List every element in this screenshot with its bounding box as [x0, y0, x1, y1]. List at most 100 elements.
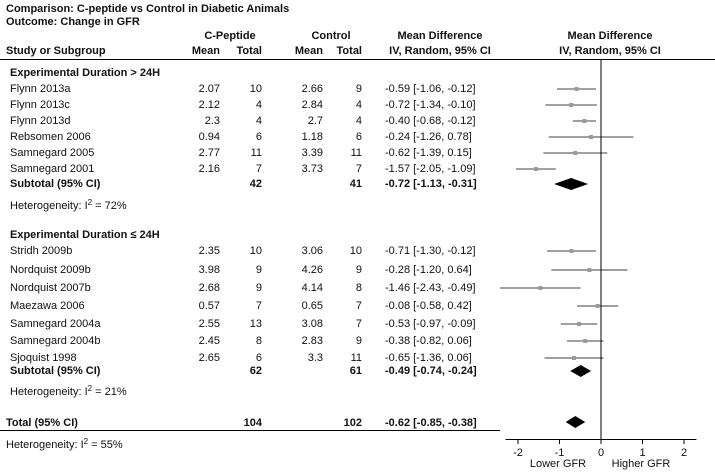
- col-study-header: Study or Subgroup: [6, 45, 106, 57]
- heterogeneity: Heterogeneity: I2 = 55%: [6, 435, 123, 452]
- study-name: Samnegard 2001: [10, 163, 95, 175]
- mean-2: 2.66: [301, 83, 323, 95]
- point-estimate: [577, 322, 582, 326]
- mean-difference-ci: -0.62 [-1.39, 0.15]: [385, 147, 472, 159]
- total-2: 6: [355, 131, 362, 143]
- subtotal-ci: -0.49 [-0.74, -0.24]: [385, 365, 477, 377]
- total-2: 9: [355, 264, 362, 276]
- outcome-title: Outcome: Change in GFR: [6, 16, 140, 28]
- axis-left-label: Lower GFR: [529, 458, 587, 470]
- point-estimate: [587, 268, 592, 272]
- study-name: Maezawa 2006: [10, 300, 85, 312]
- study-name: Stridh 2009b: [10, 245, 73, 257]
- total-1: 6: [255, 131, 262, 143]
- mean-difference-ci: -0.40 [-0.68, -0.12]: [385, 115, 476, 127]
- total-2: 7: [355, 300, 362, 312]
- total-2: 11: [350, 147, 362, 159]
- study-name: Samnegard 2005: [10, 147, 95, 159]
- subgroup-title: Experimental Duration ≤ 24H: [10, 229, 160, 241]
- md-column-sub: IV, Random, 95% CI: [389, 45, 491, 57]
- point-estimate: [533, 167, 538, 171]
- mean-difference-ci: -0.08 [-0.58, 0.42]: [385, 300, 472, 312]
- study-name: Sjoquist 1998: [10, 352, 77, 364]
- subtotal-total-2: 61: [349, 365, 362, 377]
- mean-1: 2.16: [198, 163, 220, 175]
- subtotal-label: Subtotal (95% CI): [10, 178, 101, 190]
- point-estimate: [573, 151, 578, 155]
- x-tick-label: -1: [555, 447, 565, 459]
- point-estimate: [574, 87, 579, 91]
- total-2: 10: [349, 245, 362, 257]
- x-tick-label: 2: [681, 447, 687, 459]
- mean-2: 2.83: [301, 335, 323, 347]
- group1-header: C-Peptide: [204, 30, 256, 42]
- heterogeneity-prefix: Heterogeneity: I: [10, 200, 88, 212]
- total-2: 4: [355, 99, 362, 111]
- col-total1-header: Total: [236, 45, 262, 57]
- col-mean1-header: Mean: [191, 45, 220, 57]
- mean-difference-ci: -0.59 [-1.06, -0.12]: [385, 83, 476, 95]
- total-2: 4: [355, 115, 362, 127]
- total-1: 13: [249, 318, 262, 330]
- x-tick-label: 1: [639, 447, 645, 459]
- axis-right-label: Higher GFR: [611, 458, 671, 470]
- heterogeneity-value: = 21%: [92, 386, 127, 398]
- mean-2: 3.39: [301, 147, 323, 159]
- mean-2: 2.7: [307, 115, 323, 127]
- mean-2: 3.06: [301, 245, 323, 257]
- subtotal-total-1: 42: [249, 178, 262, 190]
- total-1: 9: [255, 282, 262, 294]
- total-2: 7: [355, 318, 362, 330]
- col-total2-header: Total: [336, 45, 362, 57]
- point-estimate: [569, 103, 574, 107]
- point-estimate: [589, 135, 594, 139]
- total-total-2: 102: [343, 417, 362, 429]
- mean-difference-ci: -1.57 [-2.05, -1.09]: [385, 163, 476, 175]
- plot-subtitle: IV, Random, 95% CI: [559, 45, 661, 57]
- heterogeneity-sup: 2: [87, 384, 93, 393]
- total-1: 4: [255, 99, 262, 111]
- mean-difference-ci: -0.71 [-1.30, -0.12]: [385, 245, 476, 257]
- mean-2: 3.3: [307, 352, 323, 364]
- total-2: 7: [355, 163, 362, 175]
- subtotal-label: Subtotal (95% CI): [10, 365, 101, 377]
- point-estimate: [538, 286, 543, 290]
- total-1: 9: [255, 264, 262, 276]
- summary-diamond: [570, 365, 592, 377]
- point-estimate: [572, 356, 577, 360]
- heterogeneity-value: = 55%: [88, 439, 123, 451]
- mean-1: 2.3: [204, 115, 220, 127]
- study-name: Samnegard 2004a: [10, 318, 101, 330]
- summary-diamond: [554, 178, 589, 190]
- group2-header: Control: [311, 30, 351, 42]
- col-mean2-header: Mean: [294, 45, 323, 57]
- total-1: 6: [255, 352, 262, 364]
- total-1: 8: [255, 335, 262, 347]
- total-ci: -0.62 [-0.85, -0.38]: [385, 417, 477, 429]
- subtotal-total-1: 62: [249, 365, 262, 377]
- mean-2: 2.84: [301, 99, 323, 111]
- mean-difference-ci: -0.65 [-1.36, 0.06]: [385, 352, 472, 364]
- point-estimate: [569, 249, 574, 253]
- total-1: 7: [255, 163, 262, 175]
- heterogeneity-sup: 2: [83, 437, 89, 446]
- mean-difference-ci: -0.53 [-0.97, -0.09]: [385, 318, 476, 330]
- mean-1: 2.07: [198, 83, 220, 95]
- x-tick-label: -2: [513, 447, 523, 459]
- study-name: Rebsomen 2006: [10, 131, 91, 143]
- mean-2: 4.26: [301, 264, 323, 276]
- total-1: 4: [255, 115, 262, 127]
- study-name: Nordquist 2007b: [10, 282, 91, 294]
- total-2: 9: [355, 335, 362, 347]
- subgroup-title: Experimental Duration > 24H: [10, 67, 161, 79]
- heterogeneity-prefix: Heterogeneity: I: [6, 439, 84, 451]
- mean-1: 3.98: [198, 264, 220, 276]
- heterogeneity: Heterogeneity: I2 = 21%: [10, 382, 127, 399]
- x-tick-label: 0: [598, 447, 604, 459]
- mean-2: 0.65: [301, 300, 323, 312]
- subtotal-ci: -0.72 [-1.13, -0.31]: [385, 178, 477, 190]
- point-estimate: [583, 339, 588, 343]
- mean-1: 2.35: [198, 245, 220, 257]
- mean-1: 2.12: [198, 99, 220, 111]
- mean-1: 2.45: [198, 335, 220, 347]
